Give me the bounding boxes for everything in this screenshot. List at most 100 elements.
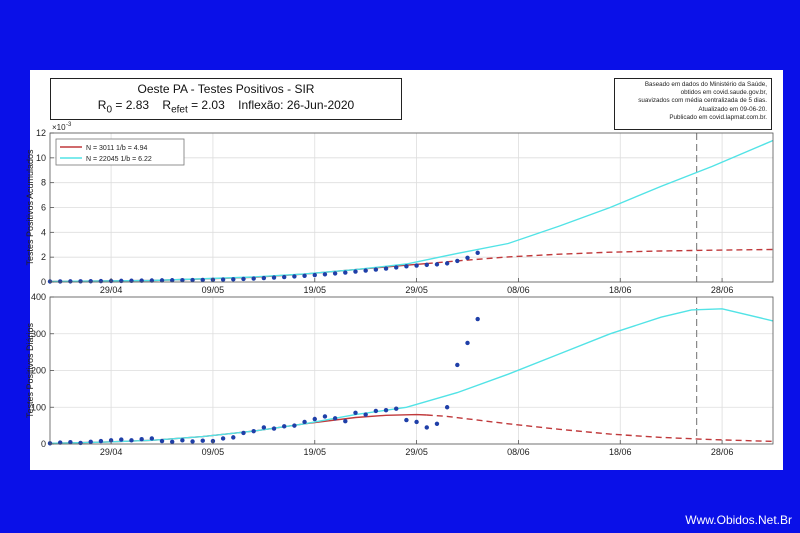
data-point (261, 425, 267, 430)
y-tick-label: 100 (31, 402, 46, 412)
data-point (231, 277, 236, 282)
data-point (343, 419, 348, 424)
chart-title: Oeste PA - Testes Positivos - SIR (137, 82, 315, 96)
r0-label: R (97, 98, 107, 112)
legend-entry-label: N = 3011 1/b = 4.94 (86, 145, 147, 152)
data-point (149, 436, 155, 441)
data-point (404, 417, 409, 423)
inflexao-text: Inflexão: 26-Jun-2020 (238, 98, 355, 112)
data-point (312, 272, 317, 278)
x-tick-label: 28/06 (711, 447, 734, 457)
data-point (312, 416, 317, 422)
x-tick-label: 29/05 (405, 285, 428, 295)
data-point (363, 412, 368, 417)
data-point (68, 279, 73, 284)
data-point (383, 266, 389, 271)
y-tick-label: 0 (41, 439, 46, 449)
x-tick-label: 29/05 (405, 447, 428, 457)
data-point (169, 278, 175, 283)
series-line-red-projection (426, 414, 774, 443)
data-point (404, 264, 409, 269)
chart-1: 0 2 4 6 8 10 12 29/04 09/05 19/05 29/05 08/06 18/06 2… (25, 122, 774, 295)
data-point (475, 250, 480, 256)
y-tick-label: 400 (31, 292, 46, 302)
note-line: Atualizado em 09-06-20. (698, 105, 767, 113)
data-point (241, 276, 246, 282)
data-point (353, 410, 358, 415)
note-line: suavizados com média centralizada de 5 d… (638, 97, 767, 105)
data-point (394, 265, 399, 270)
series-line-red (49, 262, 427, 283)
refet-value: = 2.03 (187, 98, 225, 112)
data-point (373, 267, 379, 272)
data-point (78, 440, 83, 446)
data-point (302, 419, 307, 425)
data-point (465, 340, 470, 346)
data-point (78, 279, 83, 284)
data-point (220, 277, 226, 282)
data-point (475, 316, 480, 322)
data-point (159, 278, 165, 283)
data-point (251, 276, 256, 281)
data-point (98, 438, 104, 444)
data-point (180, 438, 185, 443)
figure-panel (30, 70, 783, 470)
x-tick-label: 09/05 (202, 285, 225, 295)
data-point (180, 277, 185, 283)
data-point (57, 279, 63, 284)
data-point (292, 274, 297, 279)
data-point (190, 439, 195, 444)
y-tick-label: 10 (36, 153, 46, 163)
data-point (271, 426, 277, 431)
y-tick-label: 4 (41, 227, 46, 237)
data-point (261, 275, 267, 281)
r0-value: = 2.83 (112, 98, 150, 112)
data-point (322, 272, 328, 277)
data-point (394, 406, 399, 411)
series-line-cyan (49, 308, 774, 444)
data-point (159, 438, 165, 444)
data-point (241, 430, 246, 436)
chart-subtitle: R0 = 2.83 Refet = 2.03 Inflexão: 26-Jun-… (51, 98, 401, 115)
data-point (119, 437, 124, 442)
data-point (292, 423, 297, 428)
y-multiplier-exponent: -3 (66, 122, 72, 128)
data-point (200, 277, 205, 283)
source-note-box: Baseado em dados do Ministério da Saúde,… (614, 78, 772, 130)
legend-box (55, 138, 185, 166)
x-tick-label: 18/06 (609, 447, 632, 457)
data-point (414, 419, 419, 425)
note-line: obtidos em covid.saude.gov.br, (680, 89, 767, 97)
y-tick-label: 0 (41, 277, 46, 287)
data-point (414, 263, 419, 268)
data-point (139, 437, 144, 442)
data-point (383, 407, 389, 413)
data-point (129, 438, 134, 443)
x-tick-label: 18/06 (609, 285, 632, 295)
x-tick-label: 29/04 (100, 447, 123, 457)
data-point (119, 278, 124, 284)
y-tick-label: 200 (31, 366, 46, 376)
x-tick-label: 19/05 (303, 285, 326, 295)
data-point (200, 438, 205, 443)
data-point (455, 258, 460, 264)
data-point (231, 435, 236, 440)
data-point (271, 275, 277, 280)
data-point (434, 262, 440, 267)
data-point (68, 439, 73, 445)
data-point (332, 271, 338, 276)
chart-2: 0 100 200 300 400 29/04 09/05 19/05 29/05 08/06 18… (25, 292, 774, 457)
x-tick-label: 28/06 (711, 285, 734, 295)
y-tick-label: 300 (31, 329, 46, 339)
y-tick-label: 12 (36, 128, 46, 138)
x-tick-label: 19/05 (303, 447, 326, 457)
data-point (220, 436, 226, 441)
y-multiplier-label: ×10 (52, 123, 66, 132)
data-point (88, 279, 93, 284)
data-point (169, 439, 175, 444)
data-point (282, 274, 287, 280)
data-point (98, 278, 104, 284)
chart-title-box: Oeste PA - Testes Positivos - SIR R0 = 2… (50, 78, 402, 120)
refet-label: R (162, 98, 172, 112)
